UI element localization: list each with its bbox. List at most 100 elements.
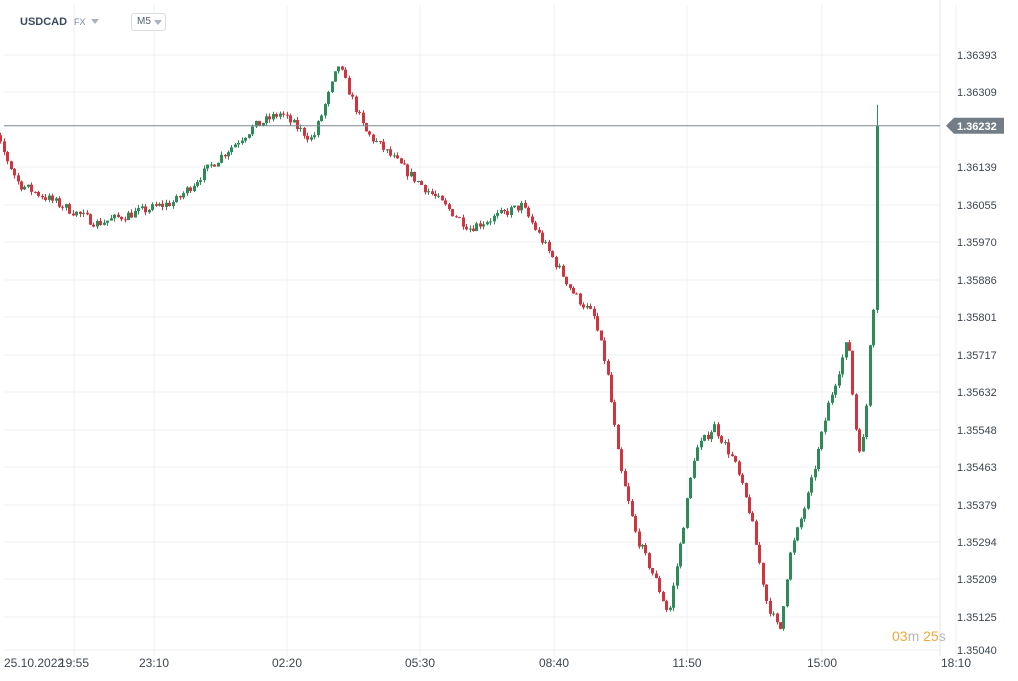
candle-body xyxy=(144,206,147,213)
y-tick-label: 1.35379 xyxy=(957,500,997,512)
candle-body xyxy=(617,424,620,450)
y-tick-label: 1.35632 xyxy=(957,387,997,399)
candle-body xyxy=(351,94,354,97)
candle-body xyxy=(531,216,534,223)
candle-body xyxy=(662,591,665,602)
candle-body xyxy=(817,448,820,470)
candle-body xyxy=(558,265,561,268)
candle-body xyxy=(458,217,461,219)
y-tick-label: 1.35125 xyxy=(957,612,997,624)
candle-body xyxy=(124,219,127,221)
candle-body xyxy=(68,204,71,214)
candle-body xyxy=(317,121,320,136)
candle-body xyxy=(786,579,789,607)
candle-body xyxy=(175,196,178,203)
candle-body xyxy=(489,221,492,223)
candle-body xyxy=(820,431,823,449)
candle-body xyxy=(272,114,275,120)
candle-body xyxy=(824,420,827,432)
candle-body xyxy=(596,316,599,331)
market-dropdown-chevron-icon[interactable] xyxy=(91,19,99,24)
candle-body xyxy=(251,126,254,135)
candle-body xyxy=(610,374,613,403)
candle-body xyxy=(89,214,92,225)
candle-body xyxy=(255,120,258,127)
candle-body xyxy=(79,211,82,214)
candle-body xyxy=(189,187,192,192)
candle-body xyxy=(682,527,685,544)
candle-body xyxy=(179,196,182,198)
candle-body xyxy=(810,477,813,493)
candle-body xyxy=(638,531,641,547)
y-axis: 1.36393 1.36309 1.36139 1.36055 1.35970 1.358… xyxy=(957,50,997,657)
candle-body xyxy=(793,540,796,553)
candle-body xyxy=(396,155,399,159)
candle-body xyxy=(676,566,679,586)
candle-body xyxy=(862,436,865,452)
candle-body xyxy=(137,208,140,211)
candle-body xyxy=(796,527,799,541)
candle-body xyxy=(845,342,848,358)
candle-body xyxy=(841,357,844,375)
candle-body xyxy=(103,222,106,225)
candle-body xyxy=(279,113,282,117)
candle-body xyxy=(627,486,630,502)
candle-body xyxy=(196,182,199,186)
x-tick-label: 05:30 xyxy=(405,656,435,670)
candle-body xyxy=(524,202,527,208)
candle-body xyxy=(593,308,596,317)
candle-body xyxy=(23,186,26,190)
candle-body xyxy=(720,436,723,443)
candle-body xyxy=(672,585,675,608)
timeframe-select[interactable]: M5 xyxy=(131,13,166,31)
candle-body xyxy=(848,342,851,351)
timeframe-chevron-down-icon xyxy=(154,20,162,25)
candle-body xyxy=(555,257,558,268)
candle-body xyxy=(569,284,572,288)
candle-body xyxy=(341,66,344,70)
candle-body xyxy=(689,477,692,499)
candle-body xyxy=(193,185,196,192)
candle-body xyxy=(389,149,392,156)
candle-body xyxy=(631,501,634,517)
candle-body xyxy=(99,221,102,225)
candle-body xyxy=(472,228,475,231)
candle-body xyxy=(648,553,651,569)
candle-body xyxy=(603,340,606,362)
candle-body xyxy=(700,440,703,448)
candle-body xyxy=(865,405,868,437)
candle-body xyxy=(182,193,185,198)
candle-body xyxy=(789,552,792,580)
candle-body xyxy=(503,210,506,212)
x-tick-label: 02:20 xyxy=(272,656,302,670)
candle-body xyxy=(513,205,516,208)
candle-body xyxy=(562,265,565,277)
candle-body xyxy=(586,306,589,308)
candle-body xyxy=(199,180,202,183)
candle-body xyxy=(375,141,378,143)
candle-body xyxy=(206,164,209,169)
candle-body xyxy=(48,195,51,200)
candle-body xyxy=(758,544,761,563)
candle-body xyxy=(814,469,817,478)
symbol-label[interactable]: USDCAD xyxy=(20,16,68,28)
candle-body xyxy=(876,125,879,310)
timer-seconds-unit: s xyxy=(938,628,946,644)
candle-body xyxy=(641,545,644,547)
candle-body xyxy=(413,171,416,182)
candle-body xyxy=(403,163,406,165)
candle-body xyxy=(358,111,361,113)
current-price-tag: 1.36232 xyxy=(946,117,1004,134)
candle-body xyxy=(686,498,689,528)
candle-body xyxy=(348,77,351,95)
y-tick-label: 1.36055 xyxy=(957,200,997,212)
x-tick-label: 11:50 xyxy=(672,656,701,670)
y-tick-label: 1.35970 xyxy=(957,237,997,249)
candle-body xyxy=(227,152,230,157)
candle-body xyxy=(575,293,578,295)
candle-body xyxy=(462,217,465,227)
candle-body xyxy=(158,203,161,206)
candle-body xyxy=(634,516,637,532)
